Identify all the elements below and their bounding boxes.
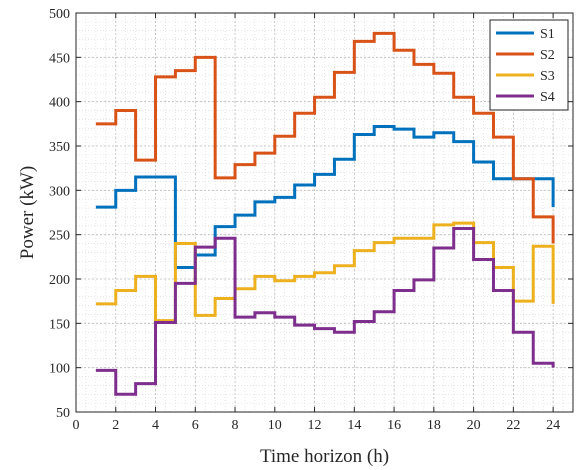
x-tick-label: 14	[347, 418, 361, 433]
x-tick-label: 12	[308, 418, 322, 433]
legend: S1 S2 S3 S4	[489, 19, 569, 111]
legend-label-s4: S4	[540, 90, 555, 105]
y-axis-label: Power (kW)	[17, 166, 38, 259]
series-line-s2	[95, 31, 555, 244]
y-tick-label: 350	[49, 140, 70, 155]
x-tick-label: 18	[427, 418, 441, 433]
y-tick-label: 300	[49, 184, 70, 199]
x-tick-label: 8	[232, 418, 239, 433]
x-tick-label: 22	[506, 418, 520, 433]
y-tick-label: 400	[49, 96, 70, 111]
x-tick-label: 20	[467, 418, 481, 433]
y-tick-label: 450	[49, 51, 70, 66]
y-tick-label: 250	[49, 229, 70, 244]
x-tick-label: 24	[546, 418, 560, 433]
x-tick-label: 10	[268, 418, 282, 433]
x-tick-label: 0	[73, 418, 80, 433]
y-tick-label: 500	[49, 7, 70, 22]
legend-label-s1: S1	[540, 27, 555, 42]
legend-label-s3: S3	[540, 69, 555, 84]
series-line-s1	[95, 124, 555, 269]
y-tick-label: 150	[49, 317, 70, 332]
plot-frame	[75, 12, 574, 413]
y-tick-label: 100	[49, 362, 70, 377]
y-tick-label: 200	[49, 273, 70, 288]
legend-label-s2: S2	[540, 48, 555, 63]
y-tick-label: 50	[56, 406, 70, 421]
x-tick-label: 16	[387, 418, 401, 433]
axis-ticks: 0 2 4 6 8 10 12 14 16 18 20 22 245010015020025030035…	[49, 7, 573, 433]
x-axis-label: Time horizon (h)	[260, 446, 389, 467]
x-tick-label: 2	[112, 418, 119, 433]
x-tick-label: 6	[192, 418, 199, 433]
x-tick-label: 4	[152, 418, 159, 433]
series-line-s4	[95, 226, 555, 396]
series-lines	[95, 31, 555, 396]
